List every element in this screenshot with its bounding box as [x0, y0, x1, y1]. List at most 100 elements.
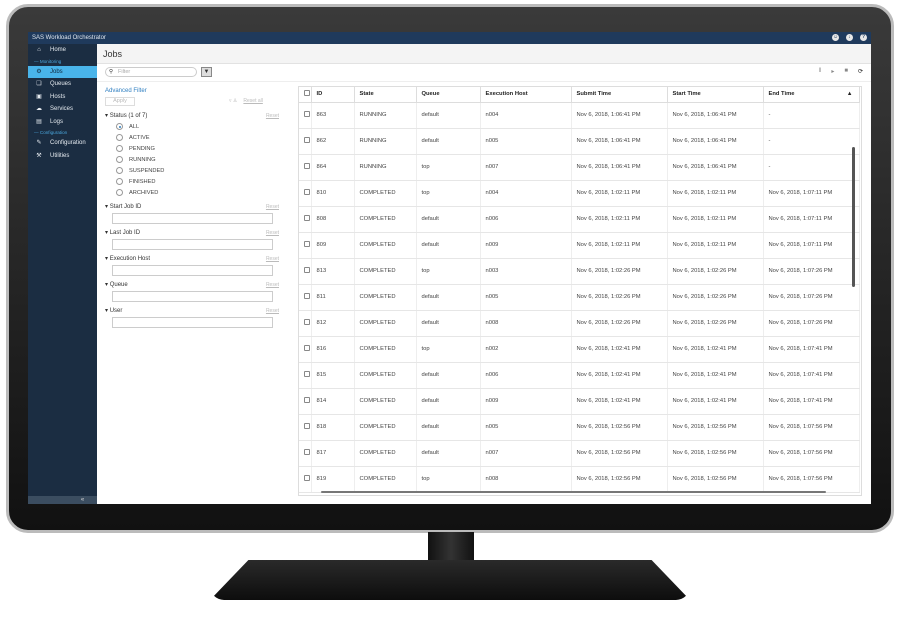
column-header[interactable]: State: [354, 87, 417, 103]
table-row[interactable]: 863 RUNNING default n004 Nov 6, 2018, 1:06:4…: [299, 102, 860, 129]
radio-button[interactable]: [116, 123, 123, 130]
table-row[interactable]: 819 COMPLETED top n008 Nov 6, 2018, 1:02:56 …: [299, 466, 860, 493]
row-checkbox[interactable]: [304, 475, 310, 481]
status-radio-running[interactable]: RUNNING: [105, 154, 289, 165]
table-row[interactable]: 815 COMPLETED default n006 Nov 6, 2018, 1:02…: [299, 362, 860, 389]
sidebar-item-queues[interactable]: ❏ Queues: [28, 78, 97, 91]
table-row[interactable]: 864 RUNNING top n007 Nov 6, 2018, 1:06:41 PM…: [299, 154, 860, 181]
table-cell: Nov 6, 2018, 1:02:26 PM: [571, 310, 668, 337]
advanced-filter-link[interactable]: Advanced Filter: [105, 88, 147, 94]
filter-field-input[interactable]: [112, 317, 273, 328]
status-radio-active[interactable]: ACTIVE: [105, 132, 289, 143]
sidebar-item-jobs[interactable]: ⚙ Jobs: [28, 65, 97, 78]
sidebar-item-configuration[interactable]: ✎ Configuration: [28, 137, 97, 150]
radio-button[interactable]: [116, 178, 123, 185]
row-checkbox[interactable]: [304, 345, 310, 351]
collapse-sidebar-button[interactable]: «: [28, 496, 97, 504]
user-icon[interactable]: ☺: [832, 34, 839, 41]
help-icon[interactable]: ?: [860, 34, 867, 41]
radio-button[interactable]: [116, 134, 123, 141]
table-row[interactable]: 809 COMPLETED default n009 Nov 6, 2018, 1:02…: [299, 232, 860, 259]
row-checkbox[interactable]: [304, 215, 310, 221]
column-header[interactable]: Start Time: [667, 87, 764, 103]
sidebar-item-hosts[interactable]: ▣ Hosts: [28, 91, 97, 104]
table-cell: Nov 6, 2018, 1:07:26 PM: [763, 258, 860, 285]
table-row[interactable]: 811 COMPLETED default n005 Nov 6, 2018, 1:02…: [299, 284, 860, 311]
status-radio-all[interactable]: ALL: [105, 121, 289, 132]
refresh-icon[interactable]: ⟳: [857, 69, 863, 75]
select-all-checkbox[interactable]: [304, 90, 310, 97]
reset-link[interactable]: Reset: [265, 230, 279, 236]
status-radio-pending[interactable]: PENDING: [105, 143, 289, 154]
sidebar-item-services[interactable]: ☁ Services: [28, 103, 97, 116]
table-cell: n002: [480, 336, 572, 363]
table-row[interactable]: 818 COMPLETED default n005 Nov 6, 2018, 1:02…: [299, 414, 860, 441]
horizontal-scrollbar[interactable]: [321, 491, 826, 493]
table-row[interactable]: 814 COMPLETED default n009 Nov 6, 2018, 1:02…: [299, 388, 860, 415]
column-header[interactable]: End Time ▲: [763, 87, 860, 103]
status-radio-archived[interactable]: ARCHIVED: [105, 187, 289, 198]
table-cell: 813: [311, 258, 355, 285]
reset-link[interactable]: Reset: [265, 113, 279, 119]
table-row[interactable]: 816 COMPLETED top n002 Nov 6, 2018, 1:02:41 …: [299, 336, 860, 363]
filter-field-input[interactable]: [112, 213, 273, 224]
table-row[interactable]: 817 COMPLETED default n007 Nov 6, 2018, 1:02…: [299, 440, 860, 467]
column-header[interactable]: ID: [311, 87, 355, 103]
status-label: Status (1 of 7): [109, 113, 148, 119]
radio-button[interactable]: [116, 167, 123, 174]
table-row[interactable]: 808 COMPLETED default n006 Nov 6, 2018, 1:02…: [299, 206, 860, 233]
row-checkbox[interactable]: [304, 319, 310, 325]
caret-down-icon[interactable]: ▾: [105, 113, 109, 119]
stop-icon[interactable]: ■: [844, 68, 848, 74]
select-all-header: [299, 87, 312, 103]
column-header[interactable]: Submit Time: [571, 87, 668, 103]
row-checkbox[interactable]: [304, 111, 310, 117]
radio-button[interactable]: [116, 156, 123, 163]
vertical-scrollbar[interactable]: [852, 147, 855, 287]
download-icon[interactable]: ↓: [846, 34, 853, 41]
reset-link[interactable]: Reset: [265, 282, 279, 288]
reset-link[interactable]: Reset: [265, 256, 279, 262]
status-radio-suspended[interactable]: SUSPENDED: [105, 165, 289, 176]
filter-toggle-button[interactable]: ▼: [201, 67, 212, 77]
table-row[interactable]: 862 RUNNING default n005 Nov 6, 2018, 1:06:4…: [299, 128, 860, 155]
sidebar-item-home[interactable]: ⌂ Home: [28, 44, 97, 57]
reset-link[interactable]: Reset: [265, 308, 279, 314]
table-cell: 864: [311, 154, 355, 181]
sort-ascending-icon[interactable]: ▲: [846, 91, 853, 98]
caret-down-icon[interactable]: ▾: [105, 282, 109, 288]
row-checkbox[interactable]: [304, 163, 310, 169]
radio-button[interactable]: [116, 189, 123, 196]
row-checkbox[interactable]: [304, 397, 310, 403]
caret-down-icon[interactable]: ▾: [105, 204, 109, 210]
column-header[interactable]: Execution Host: [480, 87, 572, 103]
row-checkbox[interactable]: [304, 371, 310, 377]
row-checkbox[interactable]: [304, 137, 310, 143]
status-radio-finished[interactable]: FINISHED: [105, 176, 289, 187]
filter-field-input[interactable]: [112, 265, 273, 276]
row-checkbox[interactable]: [304, 267, 310, 273]
caret-down-icon[interactable]: ▾: [105, 256, 109, 262]
sidebar-item-utilities[interactable]: ⚒ Utilities: [28, 150, 97, 163]
sidebar-item-logs[interactable]: ▤ Logs: [28, 116, 97, 129]
column-header[interactable]: Queue: [416, 87, 481, 103]
table-row[interactable]: 812 COMPLETED default n008 Nov 6, 2018, 1:02…: [299, 310, 860, 337]
row-checkbox[interactable]: [304, 189, 310, 195]
row-checkbox[interactable]: [304, 423, 310, 429]
caret-down-icon[interactable]: ▾: [105, 230, 109, 236]
radio-button[interactable]: [116, 145, 123, 152]
play-icon[interactable]: ▸: [831, 69, 835, 75]
table-row[interactable]: 810 COMPLETED top n004 Nov 6, 2018, 1:02:11 …: [299, 180, 860, 207]
apply-button[interactable]: Apply: [105, 97, 135, 106]
row-checkbox[interactable]: [304, 293, 310, 299]
caret-down-icon[interactable]: ▾: [105, 308, 109, 314]
table-row[interactable]: 813 COMPLETED top n003 Nov 6, 2018, 1:02:26 …: [299, 258, 860, 285]
filter-field-input[interactable]: [112, 239, 273, 250]
filter-input[interactable]: ⚲ Filter: [105, 67, 197, 77]
pause-icon[interactable]: ǁ: [818, 68, 822, 74]
row-checkbox[interactable]: [304, 241, 310, 247]
reset-link[interactable]: Reset: [265, 204, 279, 210]
row-checkbox[interactable]: [304, 449, 310, 455]
filter-field-input[interactable]: [112, 291, 273, 302]
reset-all-link[interactable]: Reset all: [243, 98, 263, 104]
